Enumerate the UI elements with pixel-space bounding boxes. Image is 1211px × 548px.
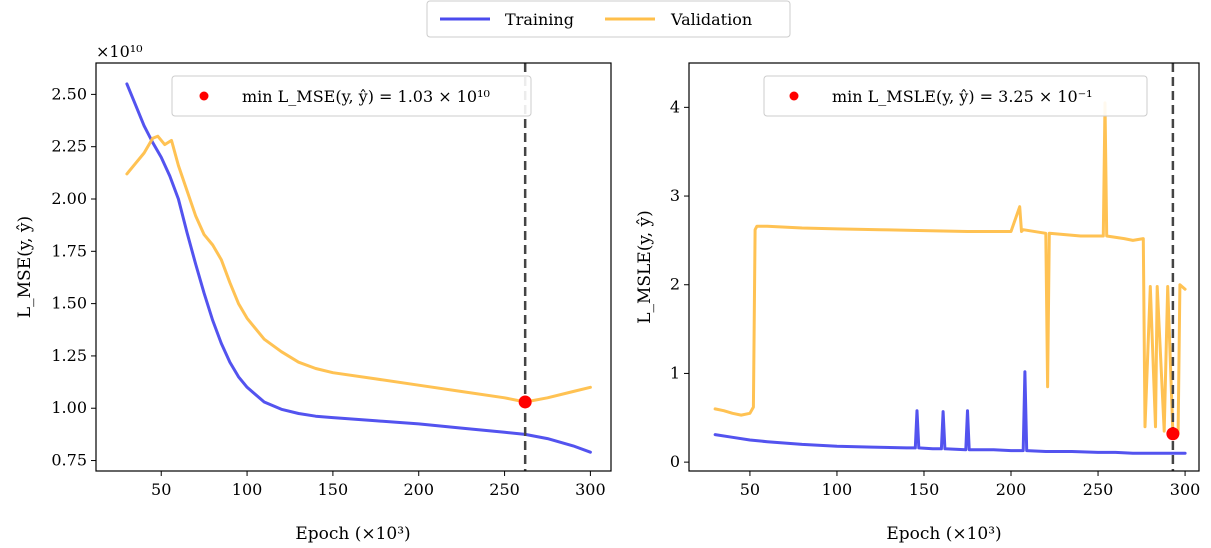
legend-label-training: Training — [505, 10, 574, 29]
msle-ticks: 50 100 150 200 250 300 0 1 2 3 4 — [670, 97, 1201, 499]
msle-x-tick-label: 50 — [740, 480, 760, 499]
mse-y-tick-label: 2.00 — [51, 189, 87, 208]
mse-y-tick-label: 0.75 — [51, 451, 87, 470]
mse-plot-frame — [95, 62, 612, 472]
mse-x-axis-label: Epoch (×10³) — [295, 524, 410, 544]
mse-min-marker — [518, 395, 532, 409]
mse-x-tick-label: 300 — [575, 480, 606, 499]
mse-x-tick-label: 100 — [232, 480, 263, 499]
msle-loss-chart: 50 100 150 200 250 300 0 1 2 3 4 min L_MSLE(y, ŷ) … — [635, 62, 1201, 544]
mse-y-tick-label: 1.50 — [51, 294, 87, 313]
mse-annotation-frame — [171, 75, 532, 117]
mse-y-tick-label: 2.50 — [51, 84, 87, 103]
mse-x-tick-label: 250 — [489, 480, 520, 499]
msle-y-tick-label: 1 — [670, 363, 680, 382]
msle-annotation-frame — [763, 75, 1148, 117]
msle-x-tick-label: 250 — [1083, 480, 1114, 499]
mse-y-axis-label: L_MSE(y, ŷ) — [15, 216, 35, 318]
legend-label-validation: Validation — [670, 10, 752, 29]
msle-x-tick-label: 300 — [1170, 480, 1201, 499]
msle-x-axis-label: Epoch (×10³) — [886, 524, 1001, 544]
legend: Training Validation — [426, 0, 791, 38]
mse-x-tick-label: 50 — [151, 480, 171, 499]
mse-y-tick-label: 1.00 — [51, 398, 87, 417]
mse-loss-chart: ×10¹⁰ 50 100 150 200 250 300 0.75 1.00 1.25 1.50 1… — [15, 42, 612, 544]
msle-plot-frame — [688, 62, 1200, 472]
mse-annotation-text: min L_MSE(y, ŷ) = 1.03 × 10¹⁰ — [242, 87, 490, 106]
msle-series — [713, 101, 1187, 455]
msle-series-line-validation — [713, 101, 1187, 436]
mse-series — [125, 82, 592, 454]
mse-y-tick-label: 1.75 — [51, 241, 87, 260]
mse-series-line-training — [125, 82, 592, 454]
mse-annotation-marker — [199, 91, 209, 101]
mse-y-tick-label: 1.25 — [51, 346, 87, 365]
msle-y-tick-label: 0 — [670, 452, 680, 471]
msle-y-tick-label: 4 — [670, 97, 680, 116]
msle-x-tick-label: 100 — [822, 480, 853, 499]
msle-x-tick-label: 150 — [909, 480, 940, 499]
mse-y-tick-label: 2.25 — [51, 137, 87, 156]
msle-series-line-training — [713, 370, 1187, 455]
msle-y-axis-label: L_MSLE(y, ŷ) — [635, 210, 655, 324]
msle-annotation-box: min L_MSLE(y, ŷ) = 3.25 × 10⁻¹ — [763, 75, 1148, 117]
mse-x-tick-label: 150 — [318, 480, 349, 499]
mse-x-tick-label: 200 — [403, 480, 434, 499]
mse-ticks: 50 100 150 200 250 300 0.75 1.00 1.25 1.50 1.75 2.0… — [51, 84, 605, 499]
msle-annotation-marker — [789, 91, 799, 101]
msle-y-tick-label: 2 — [670, 275, 680, 294]
mse-annotation-box: min L_MSE(y, ŷ) = 1.03 × 10¹⁰ — [171, 75, 532, 117]
msle-annotation-text: min L_MSLE(y, ŷ) = 3.25 × 10⁻¹ — [832, 87, 1093, 106]
msle-y-tick-label: 3 — [670, 186, 680, 205]
mse-y-multiplier: ×10¹⁰ — [96, 42, 143, 61]
msle-min-marker — [1166, 427, 1180, 441]
msle-x-tick-label: 200 — [996, 480, 1027, 499]
mse-series-line-validation — [125, 134, 592, 404]
